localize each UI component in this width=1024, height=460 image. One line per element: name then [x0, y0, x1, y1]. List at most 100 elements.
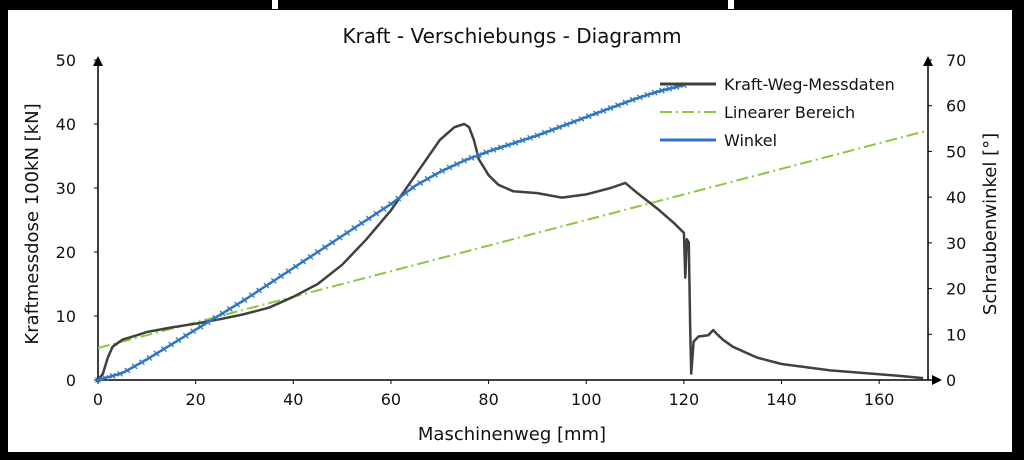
y-axis-left-label: Kraftmessdose 100kN [kN]: [22, 103, 43, 344]
y-right-tick-label: 70: [946, 51, 966, 70]
chart-frame: [8, 10, 1012, 452]
winkel-marker: [556, 124, 563, 131]
winkel-marker: [190, 328, 197, 335]
x-tick-label: 0: [93, 390, 103, 409]
winkel-marker: [358, 220, 365, 227]
series-kraft-weg-messdaten: [97, 122, 924, 381]
winkel-marker: [197, 323, 204, 330]
winkel-marker: [241, 297, 248, 303]
winkel-marker: [182, 332, 189, 339]
x-tick-label: 120: [669, 390, 700, 409]
winkel-marker: [351, 225, 358, 231]
y-right-tick-label: 50: [946, 142, 966, 161]
winkel-marker: [571, 118, 577, 125]
winkel-marker: [439, 167, 446, 174]
winkel-marker: [138, 359, 145, 366]
y-right-tick-label: 10: [946, 325, 966, 344]
winkel-marker: [431, 171, 438, 178]
x-tick-label: 80: [478, 390, 498, 409]
series-winkel-markers: [95, 82, 687, 383]
winkel-marker: [519, 137, 526, 144]
winkel-marker: [263, 282, 270, 289]
winkel-marker: [95, 377, 101, 383]
winkel-marker: [475, 152, 482, 159]
winkel-marker: [117, 370, 123, 377]
winkel-marker: [102, 374, 109, 381]
winkel-marker: [329, 239, 336, 246]
y-axis-right-arrow: [923, 56, 933, 66]
y-axis-right-label: Schraubenwinkel [°]: [980, 133, 1001, 315]
winkel-marker: [168, 341, 175, 348]
x-tick-label: 20: [185, 390, 205, 409]
winkel-marker: [380, 205, 387, 212]
winkel-marker: [563, 121, 570, 128]
legend-label: Kraft-Weg-Messdaten: [724, 75, 895, 94]
legend: Kraft-Weg-Messdaten Linearer Bereich Winke…: [660, 75, 895, 150]
winkel-marker: [629, 96, 636, 103]
x-tick-label: 100: [571, 390, 602, 409]
winkel-marker: [204, 319, 211, 326]
winkel-marker: [402, 190, 409, 196]
winkel-marker: [505, 142, 512, 148]
y-left-tick-label: 40: [56, 115, 76, 134]
winkel-marker: [322, 244, 328, 251]
winkel-marker: [483, 149, 490, 156]
winkel-marker: [395, 195, 402, 202]
winkel-marker: [417, 180, 424, 186]
winkel-marker: [512, 139, 519, 146]
winkel-marker: [490, 146, 497, 153]
winkel-marker: [292, 263, 299, 270]
winkel-marker: [219, 310, 226, 317]
y-right-tick-label: 60: [946, 97, 966, 116]
y-left-tick-label: 0: [66, 371, 76, 390]
winkel-marker: [468, 154, 475, 161]
winkel-marker: [226, 305, 233, 312]
y-axis-left-arrow: [93, 56, 103, 66]
x-axis-arrow: [932, 375, 942, 385]
legend-label: Winkel: [724, 131, 777, 150]
x-tick-label: 40: [283, 390, 303, 409]
y-right-tick-label: 20: [946, 280, 966, 299]
winkel-marker: [366, 215, 372, 222]
x-tick-label: 160: [864, 390, 895, 409]
winkel-marker: [256, 287, 263, 294]
legend-label: Linearer Bereich: [724, 103, 855, 122]
winkel-marker: [160, 346, 167, 352]
winkel-marker: [336, 234, 343, 241]
winkel-marker: [585, 113, 592, 120]
y-left-tick-label: 50: [56, 51, 76, 70]
x-tick-label: 140: [766, 390, 797, 409]
y-right-tick-label: 30: [946, 234, 966, 253]
winkel-marker: [344, 229, 350, 236]
winkel-marker: [300, 258, 307, 265]
winkel-marker: [212, 314, 219, 321]
x-tick-label: 60: [381, 390, 401, 409]
winkel-marker: [644, 92, 651, 98]
winkel-marker: [153, 350, 160, 357]
winkel-marker: [527, 134, 534, 141]
winkel-marker: [248, 292, 255, 299]
y-right-tick-label: 0: [946, 371, 956, 390]
winkel-marker: [314, 249, 321, 255]
winkel-marker: [109, 372, 116, 379]
y-left-tick-label: 30: [56, 179, 76, 198]
winkel-marker: [651, 89, 658, 96]
winkel-marker: [541, 129, 548, 136]
winkel-marker: [497, 144, 504, 151]
winkel-marker: [600, 107, 607, 114]
winkel-marker: [307, 253, 314, 260]
chart-title: Kraft - Verschiebungs - Diagramm: [342, 24, 681, 48]
winkel-marker: [409, 184, 416, 191]
x-axis-label: Maschinenweg [mm]: [418, 424, 606, 445]
winkel-marker: [285, 268, 292, 275]
winkel-marker: [636, 94, 643, 101]
winkel-marker: [175, 337, 182, 344]
winkel-marker: [146, 354, 153, 361]
y-right-tick-label: 40: [946, 188, 966, 207]
winkel-marker: [373, 210, 380, 217]
winkel-marker: [278, 273, 285, 279]
y-left-tick-label: 10: [56, 307, 76, 326]
winkel-marker: [615, 102, 621, 109]
winkel-marker: [124, 367, 131, 374]
winkel-marker: [446, 164, 453, 171]
